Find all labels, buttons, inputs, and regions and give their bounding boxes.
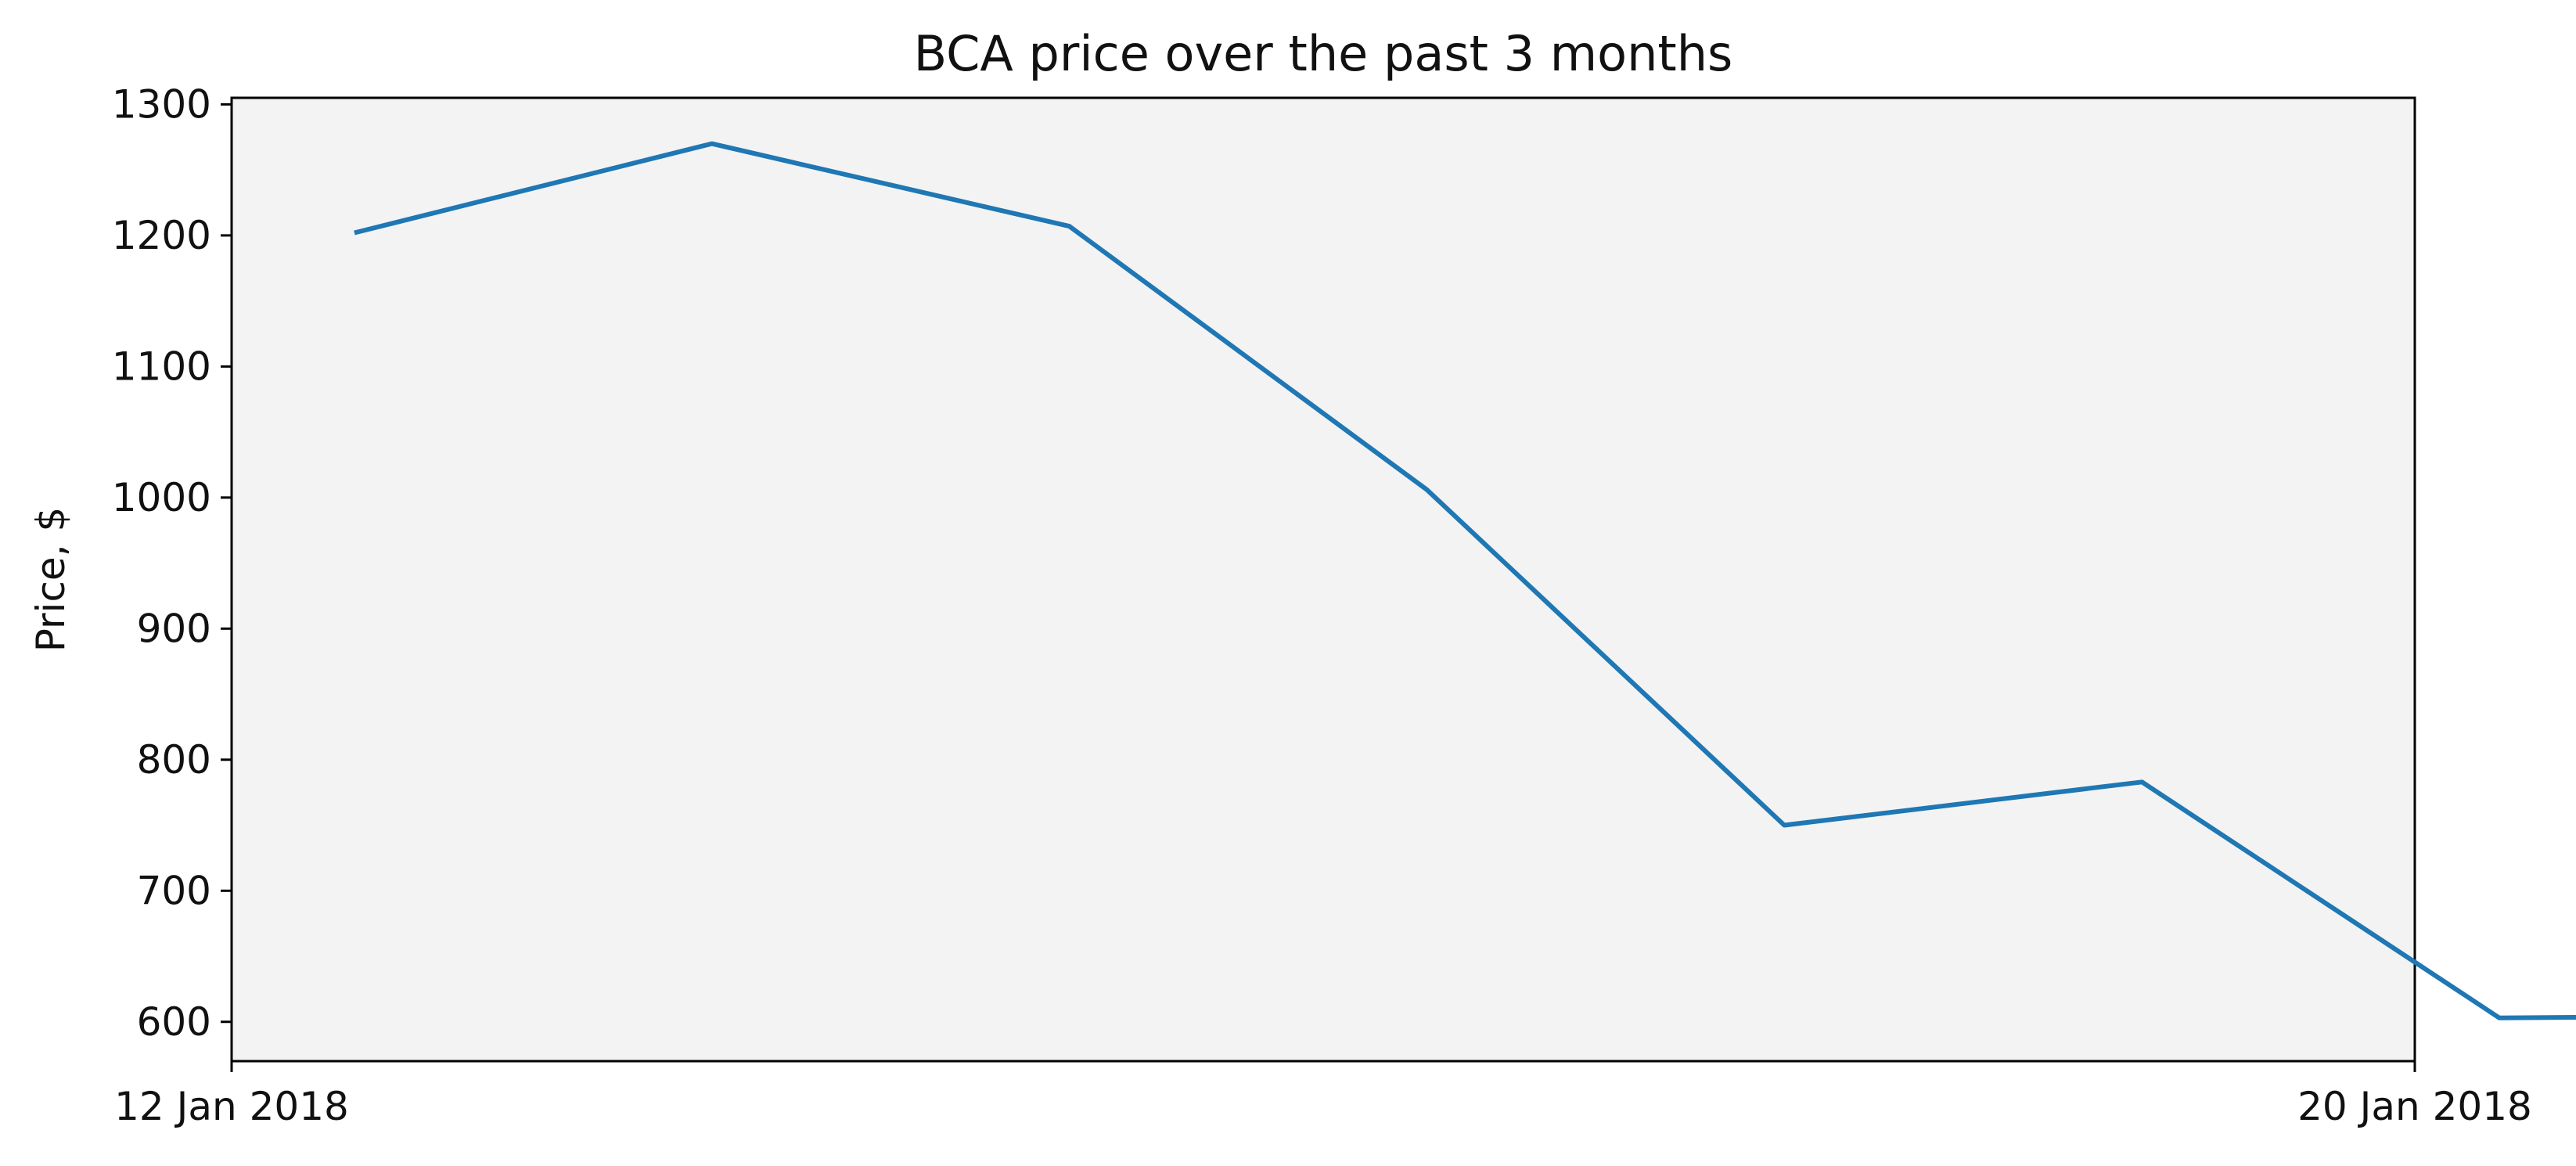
y-axis: 600 700 800 900 1000 1100 1200 1300 <box>112 81 232 1045</box>
y-tick-label: 1300 <box>112 81 211 127</box>
y-tick-label: 900 <box>137 606 211 651</box>
y-tick-label: 1000 <box>112 475 211 520</box>
x-axis: 12 Jan 2018 20 Jan 2018 <box>114 1061 2532 1129</box>
series-line-1 <box>354 141 2576 1020</box>
series-layer <box>354 141 2576 1020</box>
x-tick-label: 12 Jan 2018 <box>114 1084 349 1129</box>
chart-title: BCA price over the past 3 months <box>914 25 1733 82</box>
y-tick-label: 800 <box>137 737 211 783</box>
y-tick-label: 1200 <box>112 213 211 258</box>
plot-area <box>230 96 2416 1063</box>
y-tick-label: 700 <box>137 868 211 913</box>
y-axis-label: Price, $ <box>28 507 74 653</box>
y-tick-label: 1100 <box>112 344 211 389</box>
y-tick-label: 600 <box>137 999 211 1045</box>
x-tick-label: 20 Jan 2018 <box>2297 1084 2532 1129</box>
